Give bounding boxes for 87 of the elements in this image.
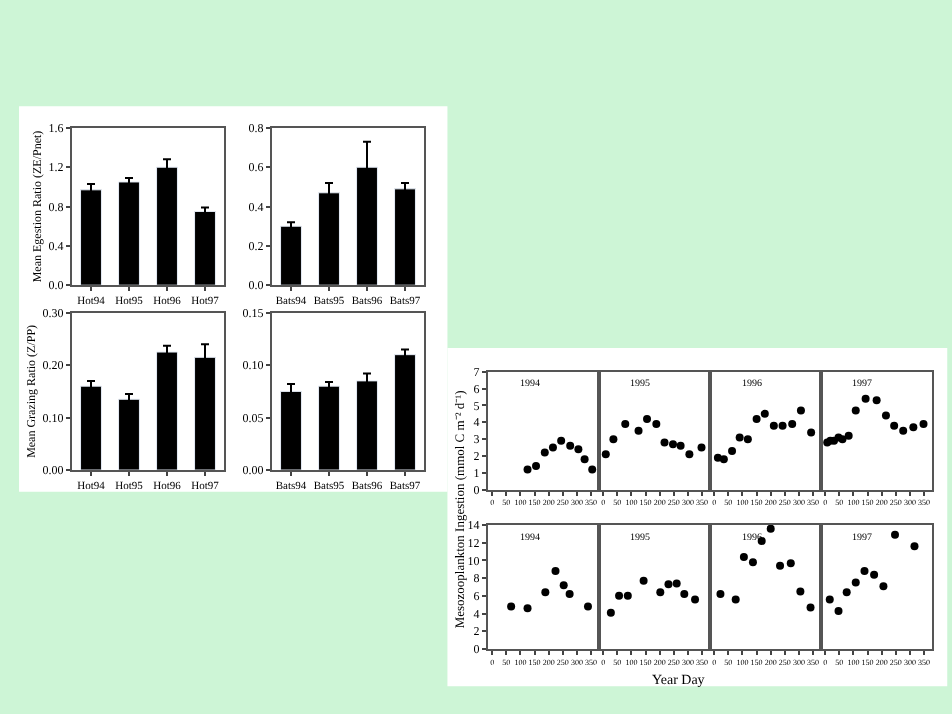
point [899, 426, 908, 435]
point [825, 595, 834, 604]
point [691, 595, 700, 604]
point [851, 578, 860, 587]
point [870, 570, 879, 579]
point [806, 603, 815, 612]
point [719, 455, 728, 464]
point [676, 441, 685, 450]
point [669, 440, 677, 449]
bar [280, 225, 302, 286]
point [574, 445, 583, 454]
point [615, 591, 624, 600]
bar [356, 380, 378, 471]
point [580, 455, 589, 464]
point [879, 582, 888, 591]
point [660, 438, 669, 447]
point [919, 419, 928, 428]
point [680, 590, 689, 599]
point [551, 567, 560, 576]
point [523, 604, 532, 613]
point [532, 462, 541, 471]
point [557, 436, 566, 445]
point [788, 419, 797, 428]
bar [394, 188, 416, 286]
bar [80, 189, 102, 286]
bar [394, 354, 416, 471]
point [910, 542, 919, 551]
point [796, 406, 805, 415]
point [609, 435, 618, 444]
point [606, 608, 615, 617]
point [652, 419, 661, 428]
bar [318, 385, 340, 471]
point [739, 552, 748, 561]
bar [118, 181, 140, 286]
point [748, 558, 757, 567]
point [731, 595, 740, 604]
point [588, 465, 597, 474]
point [807, 428, 816, 437]
point [909, 423, 918, 432]
point [769, 421, 778, 430]
bar [80, 385, 102, 471]
bar [156, 166, 178, 286]
point [786, 559, 795, 568]
point [656, 588, 665, 597]
point [766, 525, 775, 533]
point [541, 588, 550, 597]
point [796, 587, 805, 596]
point [639, 576, 648, 585]
point [776, 561, 785, 570]
point [523, 465, 532, 474]
point [834, 606, 843, 615]
point [844, 431, 853, 440]
bar [194, 210, 216, 286]
point [621, 419, 630, 428]
point [891, 530, 899, 539]
point [860, 567, 869, 576]
point [872, 396, 881, 405]
point [851, 406, 860, 415]
point [881, 411, 890, 420]
point [565, 590, 574, 599]
point [643, 414, 652, 423]
point [890, 421, 899, 430]
bar [280, 390, 302, 471]
point [697, 443, 706, 452]
point [778, 421, 787, 430]
point [672, 579, 681, 588]
point [540, 448, 549, 457]
point [685, 450, 694, 459]
point [507, 602, 516, 611]
point [743, 435, 752, 444]
point [634, 426, 643, 435]
point [583, 602, 592, 611]
point [728, 446, 737, 455]
point [623, 591, 632, 600]
point [842, 588, 851, 597]
point [601, 450, 610, 459]
bar [118, 398, 140, 471]
point [760, 409, 769, 418]
point [752, 414, 761, 423]
point [861, 394, 870, 403]
point [566, 441, 575, 450]
point [559, 581, 568, 590]
bar [156, 351, 178, 471]
point [548, 443, 557, 452]
point [716, 590, 725, 599]
point [735, 433, 744, 442]
point [664, 580, 673, 589]
